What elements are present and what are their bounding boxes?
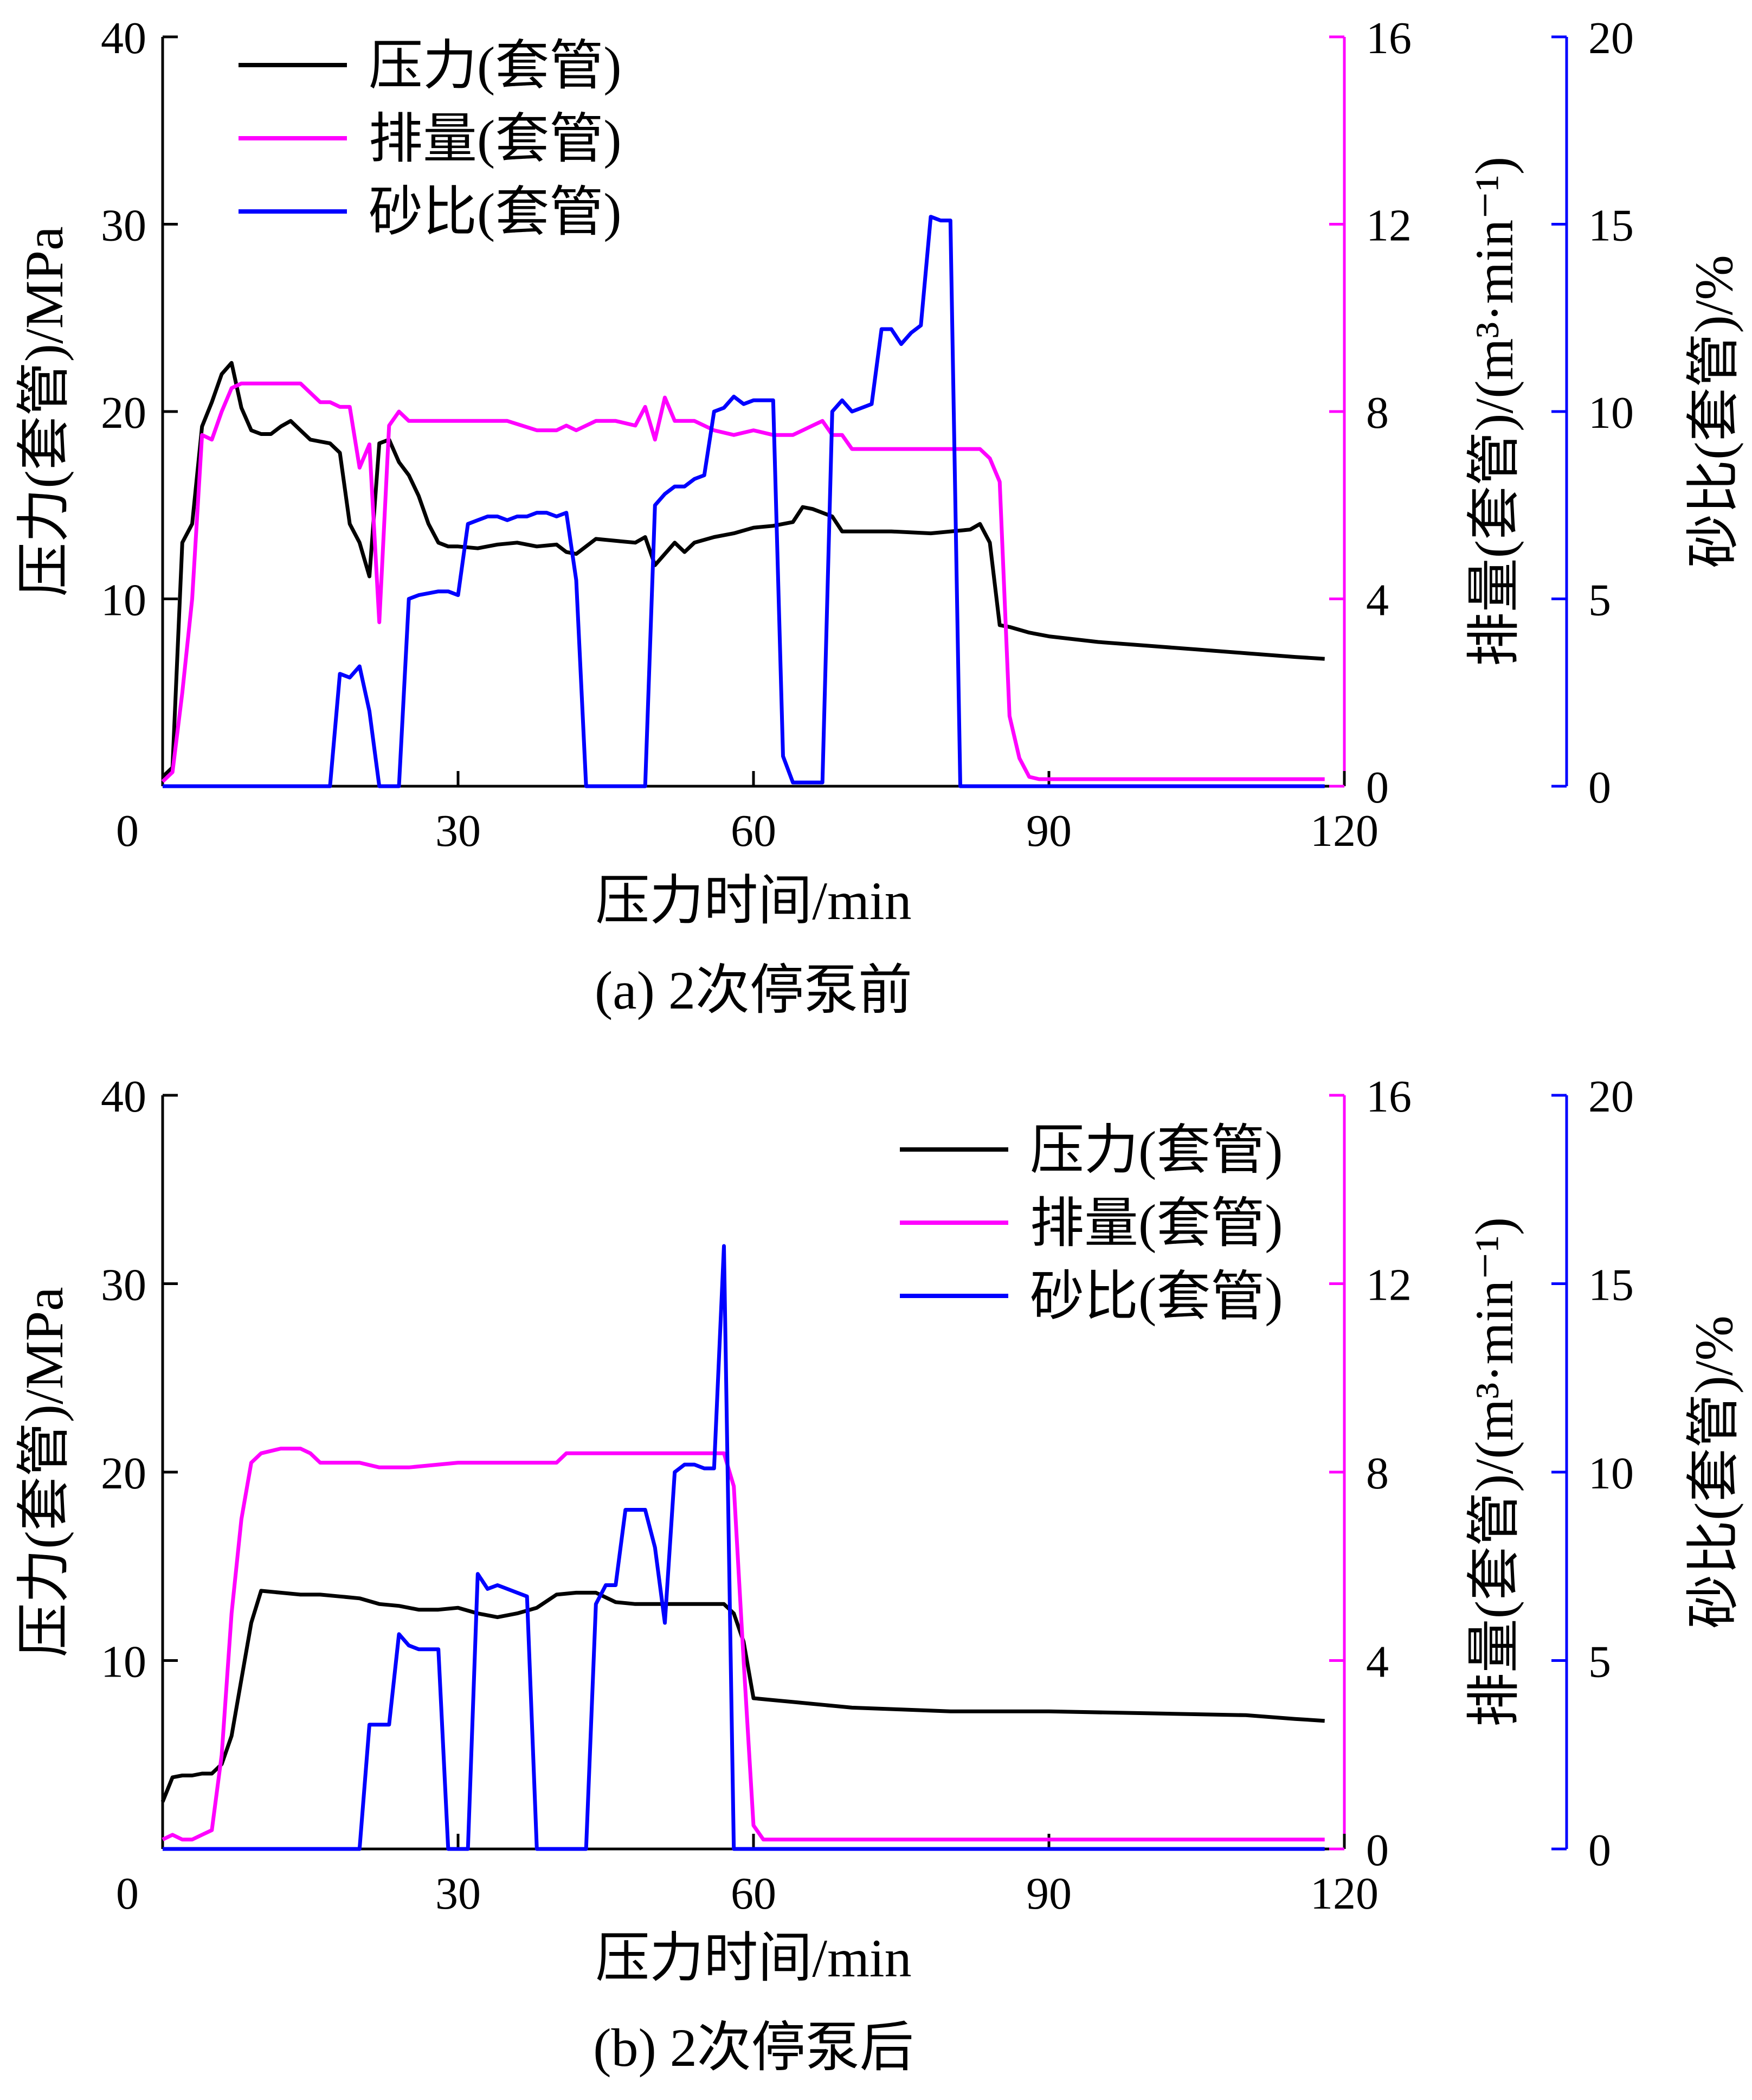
panel-caption: (a) 2次停泵前 [595,960,912,1020]
x-tick-label: 90 [1026,806,1072,856]
x-tick-label: 0 [116,806,139,856]
y-right1-axis-label: 排量(套管)/(m³·min⁻¹) [1464,157,1524,666]
y-right2-tick-label: 5 [1588,1637,1611,1687]
y-right2-tick-label: 10 [1588,388,1634,438]
legend-label: 砂比(套管) [369,182,622,242]
y-right2-tick-label: 15 [1588,201,1634,251]
series-line-right2 [163,215,1325,788]
y-left-tick-label: 10 [101,575,146,626]
y-right2-tick-label: 10 [1588,1448,1634,1499]
y-right1-tick-label: 8 [1366,1448,1389,1499]
y-left-axis-label: 压力(套管)/MPa [14,1287,74,1657]
y-left-tick-label: 30 [101,1260,146,1311]
x-axis-label: 压力时间/min [595,871,911,931]
legend-label: 排量(套管) [369,109,622,169]
chart-panel-b: 0 30 60 90 120 10 20 30 40 0 4 8 12 16 0 5 10 15 20 压力(套管)/… [14,1071,1744,2078]
y-right1-tick-label: 12 [1366,1260,1412,1311]
y-right2-tick-label: 0 [1588,1825,1611,1876]
y-left-tick-label: 20 [101,388,146,438]
series-line-left [160,1589,1325,1803]
y-right1-tick-label: 0 [1366,762,1389,813]
y-right1-tick-label: 0 [1366,1825,1389,1876]
y-right1-tick-label: 16 [1366,13,1412,63]
x-tick-label: 90 [1026,1868,1072,1919]
legend-label: 砂比(套管) [1030,1267,1283,1327]
x-axis-label: 压力时间/min [595,1928,911,1988]
y-right2-tick-label: 15 [1588,1260,1634,1311]
y-left-tick-label: 30 [101,201,146,251]
chart-panel-a: 0 30 60 90 120 10 20 30 40 0 4 8 12 16 0 5 10 15 20 压力(套管)/… [14,13,1744,1020]
y-right2-tick-label: 0 [1588,762,1611,813]
legend-label: 压力(套管) [1030,1120,1283,1180]
y-left-tick-label: 40 [101,13,146,63]
y-right1-tick-label: 4 [1366,575,1389,626]
y-right2-tick-label: 5 [1588,575,1611,626]
y-right2-axis-label: 砂比(套管)/% [1684,1315,1744,1629]
y-right1-axis-label: 排量(套管)/(m³·min⁻¹) [1464,1217,1524,1727]
y-right2-tick-label: 20 [1588,13,1634,63]
y-left-axis-label: 压力(套管)/MPa [14,226,74,596]
x-tick-label: 30 [435,1868,481,1919]
y-left-tick-label: 40 [101,1071,146,1122]
legend-label: 压力(套管) [369,36,622,96]
x-tick-label: 60 [731,1868,776,1919]
x-tick-label: 0 [116,1868,139,1919]
panel-caption: (b) 2次停泵后 [593,2018,914,2078]
x-tick-label: 60 [731,806,776,856]
x-tick-label: 120 [1310,1868,1379,1919]
series-line-right1 [162,1447,1325,1842]
y-right1-tick-label: 12 [1366,201,1412,251]
series-line-left [161,361,1325,779]
series-line-right1 [161,381,1325,783]
legend-label: 排量(套管) [1030,1193,1283,1254]
x-tick-label: 30 [435,806,481,856]
y-left-tick-label: 20 [101,1448,146,1499]
y-right2-axis-label: 砂比(套管)/% [1684,255,1744,568]
y-right1-tick-label: 4 [1366,1637,1389,1687]
x-tick-label: 120 [1310,806,1379,856]
y-right2-tick-label: 20 [1588,1071,1634,1122]
y-right1-tick-label: 16 [1366,1071,1412,1122]
y-right1-tick-label: 8 [1366,388,1389,438]
y-left-tick-label: 10 [101,1637,146,1687]
series-line-right2 [163,1244,1325,1851]
